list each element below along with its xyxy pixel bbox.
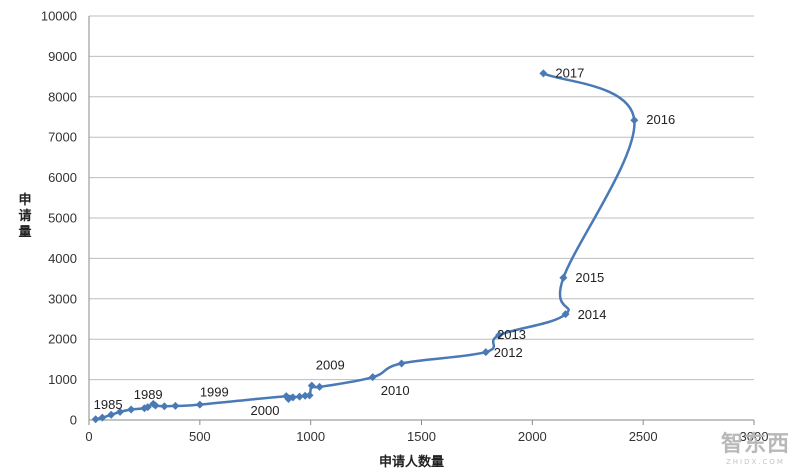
gridlines — [89, 15, 754, 381]
y-tick-label: 7000 — [48, 130, 77, 145]
point-label: 2009 — [316, 358, 345, 373]
x-tick-label: 500 — [189, 429, 211, 444]
y-axis-title-char: 申 — [18, 192, 31, 208]
data-point-marker — [288, 393, 297, 402]
data-point-marker — [107, 410, 116, 419]
point-label: 2017 — [555, 65, 584, 80]
point-label: 1989 — [134, 387, 163, 402]
y-axis-title-char: 请 — [18, 208, 31, 224]
y-tick-label: 6000 — [48, 170, 77, 185]
y-tick-label: 10000 — [41, 9, 77, 24]
point-label: 2000 — [251, 403, 280, 418]
y-axis-title-char: 量 — [18, 225, 31, 240]
y-tick-label: 1000 — [48, 372, 77, 387]
y-axis-title: 申请量 — [18, 192, 31, 240]
point-labels: 1985 1989 1999 2000 2009 2010 2012 2013 2014 2015… — [94, 65, 676, 418]
x-axis-title: 申请人数量 — [379, 454, 444, 470]
x-tick-label: 2500 — [629, 429, 658, 444]
x-tick-labels: 0 500 1000 1500 2000 2500 3000 — [85, 429, 768, 444]
data-point-marker — [368, 373, 377, 382]
point-label: 1985 — [94, 397, 123, 412]
data-point-marker — [151, 401, 160, 410]
y-tick-label: 4000 — [48, 251, 77, 266]
y-tick-label: 0 — [70, 413, 77, 428]
data-point-marker — [127, 405, 136, 414]
axes — [88, 16, 755, 425]
data-point-marker — [539, 69, 548, 78]
data-point-marker — [116, 407, 125, 416]
y-tick-labels: 0 1000 2000 3000 4000 5000 6000 7000 8000 9000 100… — [41, 9, 77, 428]
data-point-marker — [171, 401, 180, 410]
data-point-marker — [91, 415, 100, 424]
point-label: 2012 — [494, 345, 523, 360]
series-line — [95, 72, 636, 421]
data-point-marker — [305, 391, 314, 400]
data-point-marker — [397, 359, 406, 368]
data-point-marker — [143, 403, 152, 412]
data-point-marker — [630, 116, 639, 125]
watermark-text: 智东西 — [720, 432, 790, 457]
data-point-marker — [559, 273, 568, 282]
point-label: 2013 — [497, 327, 526, 342]
point-label: 1999 — [200, 385, 229, 400]
y-tick-label: 3000 — [48, 291, 77, 306]
data-point-marker — [295, 392, 304, 401]
watermark-subtext: ZHIDX.COM — [726, 458, 785, 466]
data-point-marker — [195, 400, 204, 409]
data-point-marker — [315, 382, 324, 391]
x-tick-label: 2000 — [518, 429, 547, 444]
data-point-marker — [481, 348, 490, 357]
data-point-marker — [301, 391, 310, 400]
data-point-marker — [98, 413, 107, 422]
data-point-marker — [160, 402, 169, 411]
data-point-marker — [495, 331, 504, 340]
x-tick-label: 1000 — [296, 429, 325, 444]
data-point-marker — [561, 310, 570, 319]
point-label: 2010 — [381, 383, 410, 398]
x-tick-label: 3000 — [740, 429, 769, 444]
data-point-marker — [307, 381, 316, 390]
x-tick-label: 1500 — [407, 429, 436, 444]
x-tick-label: 0 — [85, 429, 92, 444]
watermark-logo: 智东西 ZHIDX.COM — [721, 426, 790, 466]
y-tick-label: 9000 — [48, 49, 77, 64]
y-tick-label: 5000 — [48, 211, 77, 226]
y-tick-label: 2000 — [48, 332, 77, 347]
y-tick-label: 8000 — [48, 89, 77, 104]
point-label: 2015 — [575, 270, 604, 285]
point-label: 2016 — [646, 112, 675, 127]
point-label: 2014 — [578, 307, 607, 322]
data-points — [91, 69, 639, 424]
